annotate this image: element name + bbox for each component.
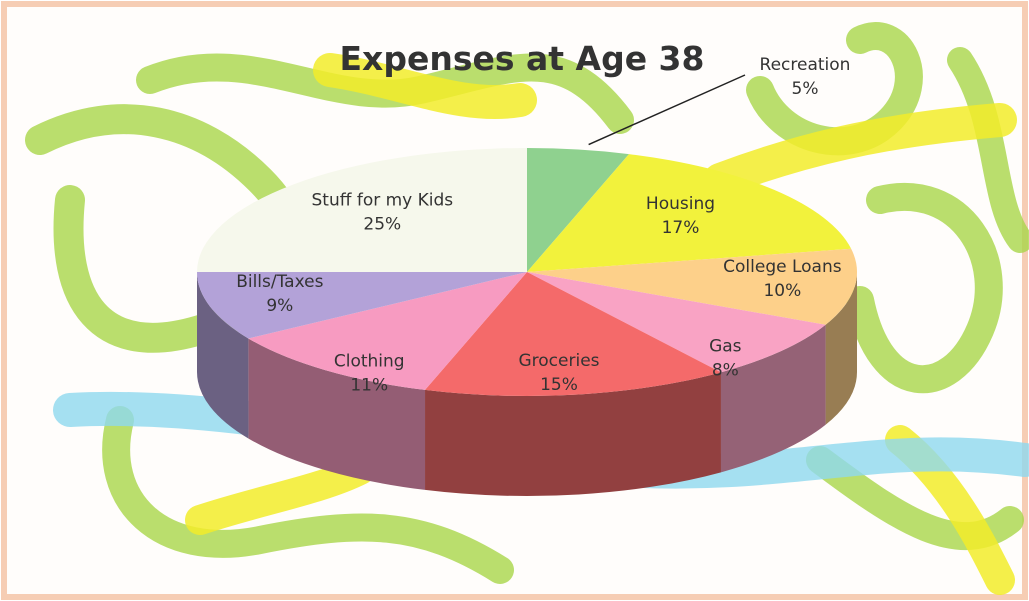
slice-label-value: 17% — [662, 218, 700, 238]
slice-label-value: 11% — [350, 375, 388, 395]
slice — [527, 148, 629, 272]
slice — [248, 272, 528, 390]
slice-label: Groceries 15% — [518, 351, 599, 395]
slice-label-name: Gas — [709, 337, 742, 357]
leader-line — [588, 74, 746, 146]
slice-side — [720, 324, 826, 473]
slice-side — [248, 338, 426, 490]
slice-label-name: Bills/Taxes — [236, 272, 323, 292]
slice — [527, 272, 826, 373]
slice-label-value: 15% — [540, 375, 578, 395]
slice-label-value: 5% — [792, 79, 819, 99]
slice-label: Stuff for my Kids 25% — [311, 191, 453, 235]
slice-side — [425, 372, 721, 496]
slice-side — [197, 272, 249, 439]
slice-label-name: Recreation — [760, 55, 851, 75]
slice — [527, 154, 852, 272]
slice-label-name: Housing — [646, 194, 715, 214]
slice — [527, 248, 857, 325]
slice — [197, 272, 527, 339]
slice-label-name: Groceries — [518, 351, 599, 371]
chart-title: Expenses at Age 38 — [340, 39, 705, 78]
slice — [425, 272, 721, 396]
slice-label: Clothing 11% — [334, 351, 405, 395]
slice-label-name: Clothing — [334, 351, 405, 371]
slice-label-name: College Loans — [723, 257, 842, 277]
background-decoration — [25, 22, 1029, 595]
slice-side — [825, 272, 857, 425]
slice-label-value: 9% — [266, 296, 293, 316]
slice-label-value: 10% — [763, 281, 801, 301]
slice-label-value: 25% — [363, 215, 401, 235]
slice-label-name: Stuff for my Kids — [311, 191, 453, 211]
slice-label: College Loans 10% — [723, 257, 842, 301]
pie: Recreation 5% Housing 17% College Loans 10% Ga… — [197, 55, 857, 496]
slice-label: Bills/Taxes 9% — [236, 272, 323, 316]
slice-label-value: 8% — [712, 361, 739, 381]
slice-label: Housing 17% — [646, 194, 715, 238]
slice-label: Gas 8% — [709, 337, 742, 381]
slice-label: Recreation 5% — [760, 55, 851, 99]
slice — [197, 148, 527, 272]
